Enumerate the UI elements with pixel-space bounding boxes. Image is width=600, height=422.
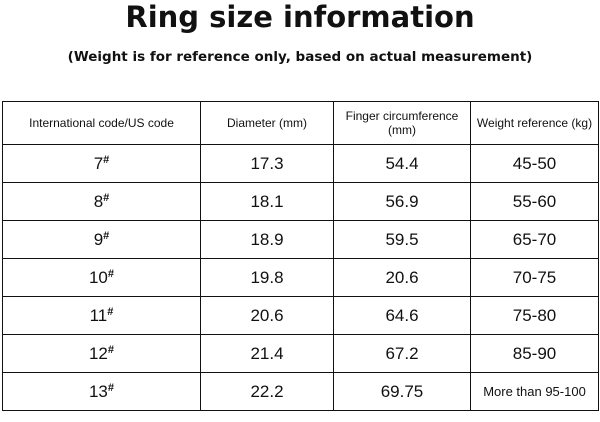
table-cell: 70-75 [470,258,599,297]
table-cell: 12# [2,334,201,373]
table-row: 11# 20.6 64.6 75-80 [2,296,599,335]
table-cell: 45-50 [470,144,599,183]
title: Ring size information [125,0,475,34]
table-cell: 17.3 [200,144,334,183]
table-row: 8# 18.1 56.9 55-60 [2,182,599,221]
table-cell: 69.75 [333,372,471,411]
ring-size-table: International code/US code Diameter (mm) F… [2,101,599,411]
column-header: Weight reference (kg) [470,101,599,145]
table-cell: 21.4 [200,334,334,373]
table-cell: 19.8 [200,258,334,297]
table-row: 10# 19.8 20.6 70-75 [2,258,599,297]
table-cell: 22.2 [200,372,334,411]
table-cell: 67.2 [333,334,471,373]
table-cell: 10# [2,258,201,297]
table-cell: 7# [2,144,201,183]
table-cell: 75-80 [470,296,599,335]
table-cell: 20.6 [333,258,471,297]
table-cell: 20.6 [200,296,334,335]
table-row: 9# 18.9 59.5 65-70 [2,220,599,259]
table-cell: 18.1 [200,182,334,221]
table-cell: 65-70 [470,220,599,259]
table-cell: 18.9 [200,220,334,259]
column-header: Diameter (mm) [200,101,334,145]
table-cell: 59.5 [333,220,471,259]
table-cell: More than 95-100 [470,372,599,411]
table-row: 13# 22.2 69.75 More than 95-100 [2,372,599,411]
table-cell: 13# [2,372,201,411]
header-row: International code/US code Diameter (mm) F… [2,101,599,145]
table-cell: 56.9 [333,182,471,221]
table-cell: 8# [2,182,201,221]
table-cell: 11# [2,296,201,335]
table-row: 12# 21.4 67.2 85-90 [2,334,599,373]
column-header: Finger circumference (mm) [333,101,471,145]
table-cell: 85-90 [470,334,599,373]
subtitle: (Weight is for reference only, based on … [67,49,533,65]
table-cell: 64.6 [333,296,471,335]
table-cell: 55-60 [470,182,599,221]
table-cell: 9# [2,220,201,259]
table-cell: 54.4 [333,144,471,183]
column-header: International code/US code [2,101,201,145]
table-body: 7# 17.3 54.4 45-50 8# 18.1 56.9 55-60 9# 18.9 59.5… [2,144,599,411]
table-row: 7# 17.3 54.4 45-50 [2,144,599,183]
